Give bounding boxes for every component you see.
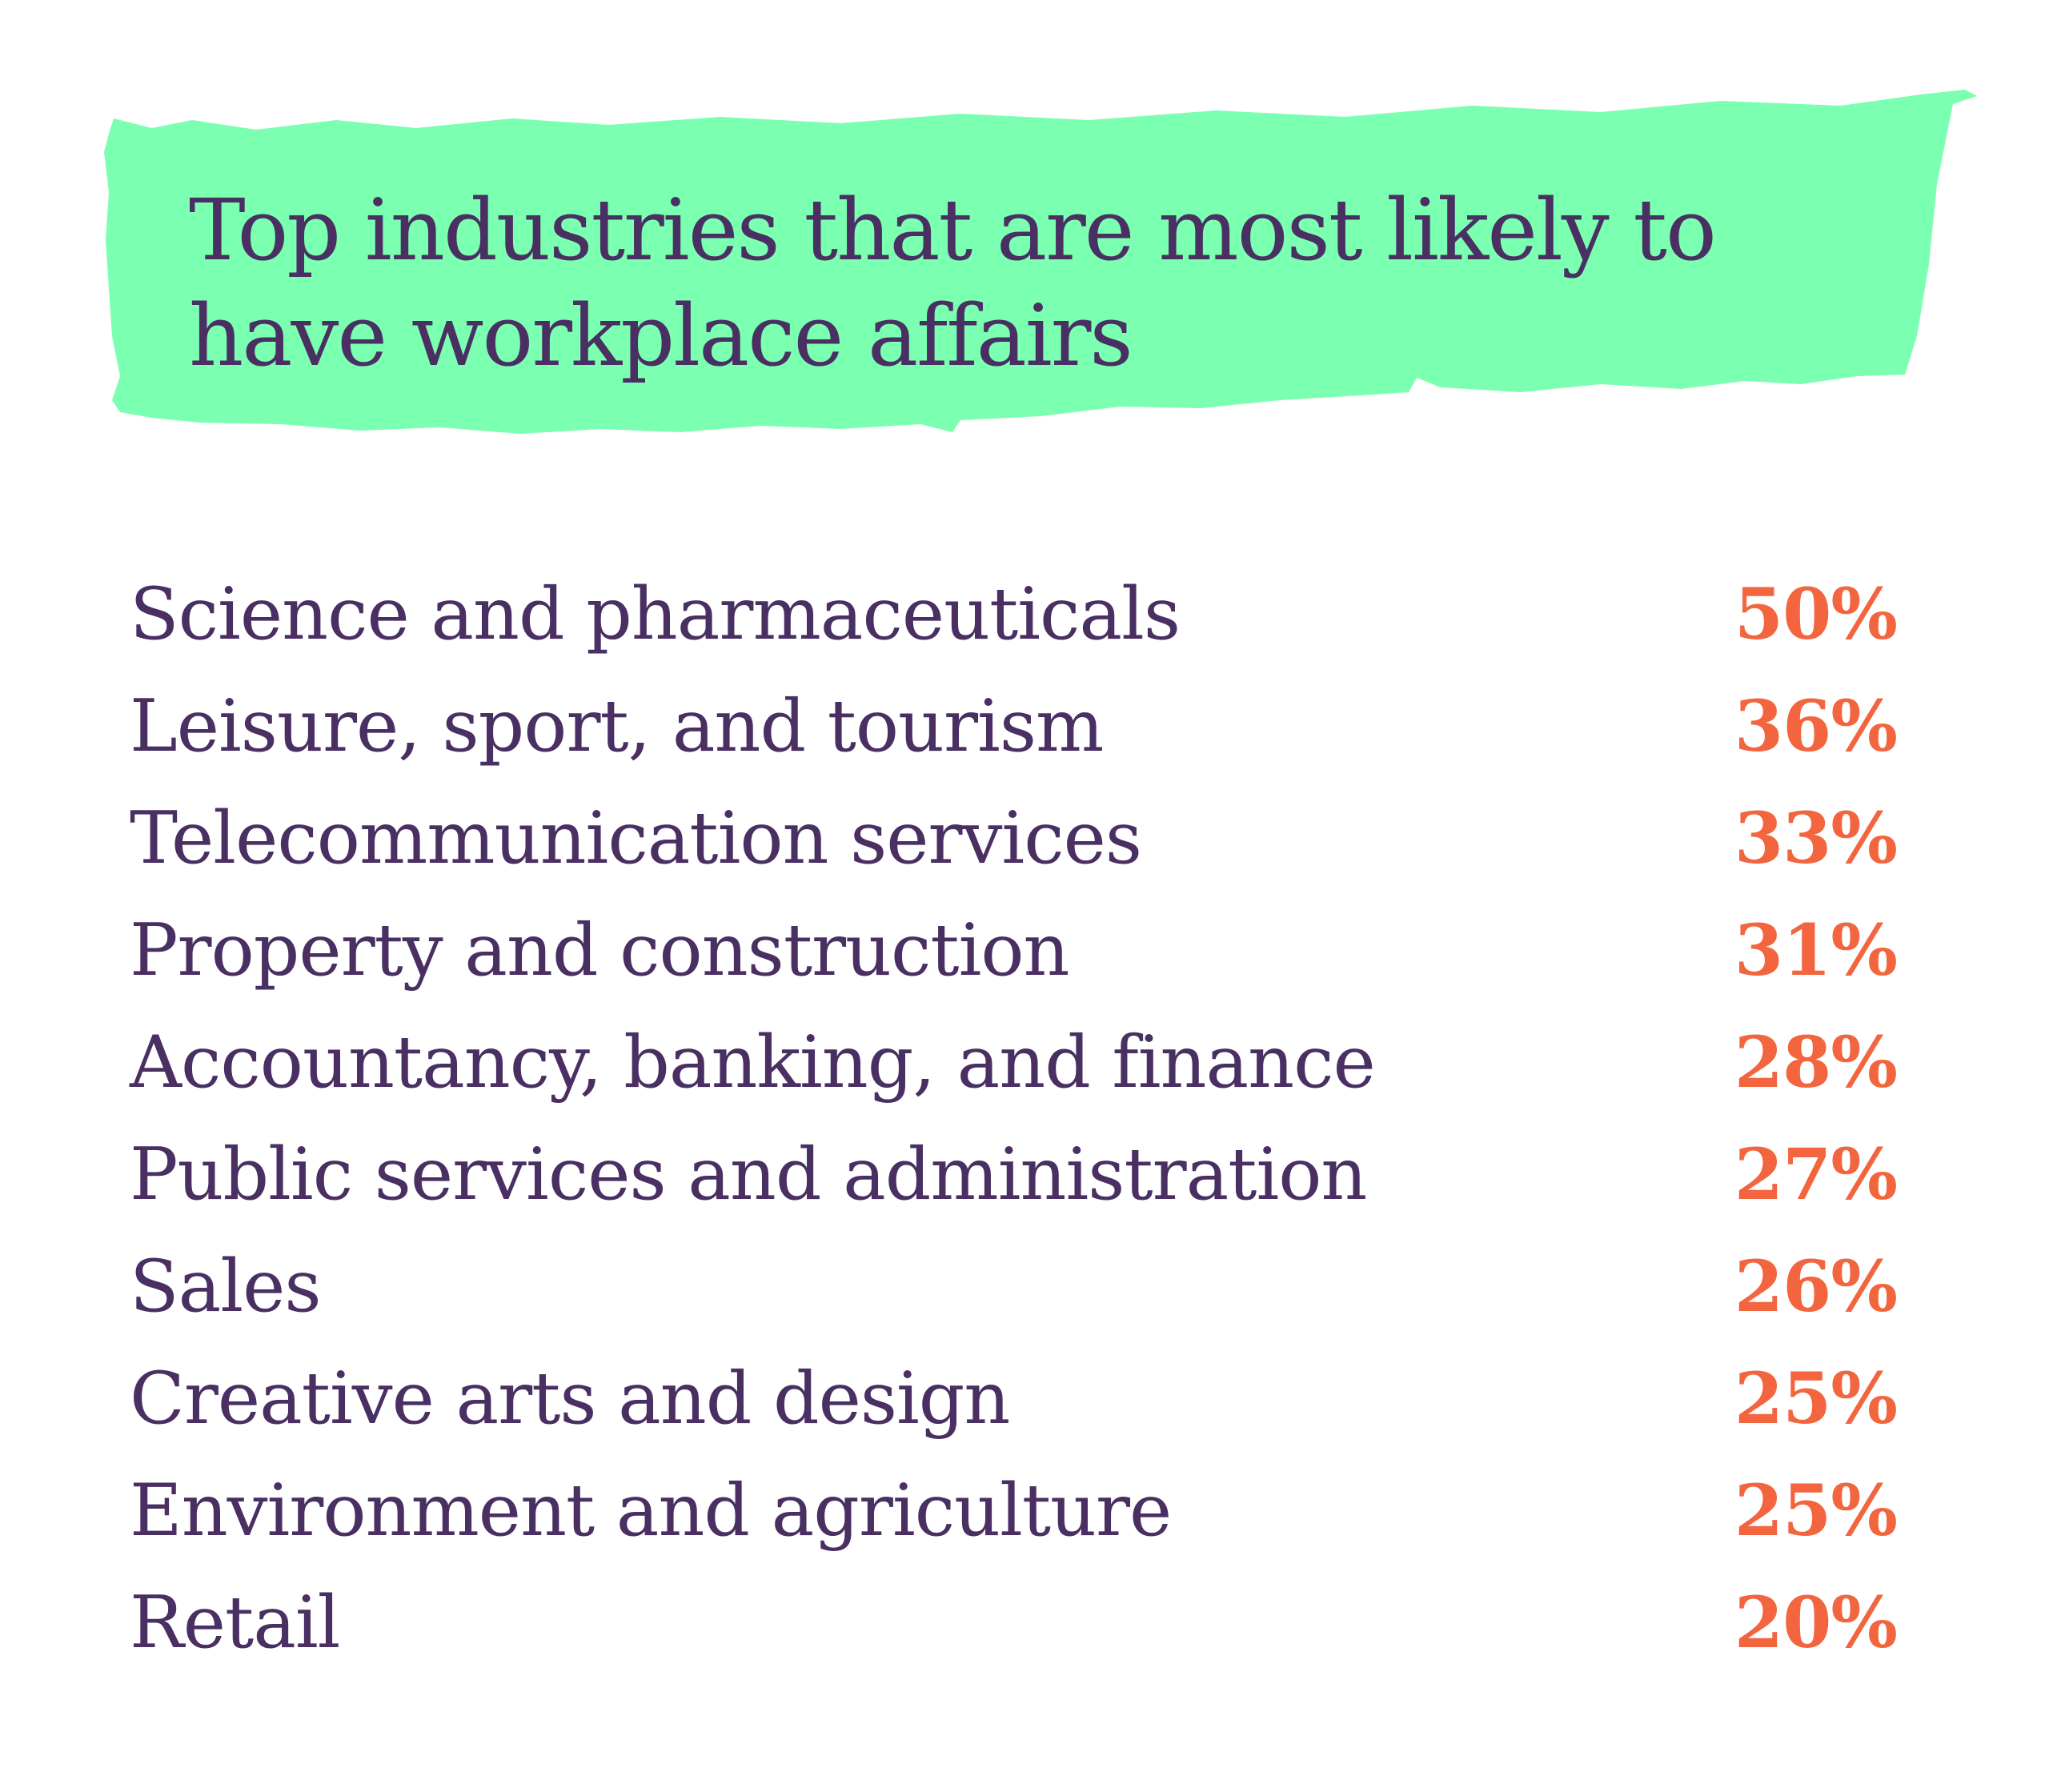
industry-label: Retail [130, 1580, 340, 1665]
chart-title: Top industries that are most likely to h… [189, 181, 1717, 385]
industry-row: Environment and agriculture 25% [130, 1454, 1898, 1566]
industry-label: Property and construction [130, 908, 1070, 992]
industry-list: Science and pharmaceuticals 50% Leisure, s… [130, 558, 1898, 1678]
industry-label: Creative arts and design [130, 1356, 1010, 1441]
industry-percentage: 50% [1734, 572, 1898, 655]
industry-row: Telecommunication services 33% [130, 782, 1898, 894]
industry-row: Public services and administration 27% [130, 1118, 1898, 1230]
industry-label: Environment and agriculture [130, 1468, 1172, 1553]
industry-row: Property and construction 31% [130, 894, 1898, 1006]
industry-row: Sales 26% [130, 1230, 1898, 1342]
industry-percentage: 33% [1734, 796, 1898, 880]
industry-percentage: 25% [1734, 1469, 1898, 1552]
industry-row: Accountancy, banking, and finance 28% [130, 1006, 1898, 1118]
industry-label: Science and pharmaceuticals [130, 571, 1181, 656]
industry-percentage: 31% [1734, 908, 1898, 992]
industry-percentage: 36% [1734, 684, 1898, 768]
industry-label: Sales [130, 1244, 322, 1329]
industry-label: Leisure, sport, and tourism [130, 684, 1104, 768]
industry-row: Science and pharmaceuticals 50% [130, 558, 1898, 670]
industry-percentage: 25% [1734, 1357, 1898, 1440]
industry-row: Creative arts and design 25% [130, 1342, 1898, 1454]
industry-percentage: 27% [1734, 1133, 1898, 1216]
industry-percentage: 20% [1734, 1581, 1898, 1664]
industry-label: Accountancy, banking, and finance [130, 1020, 1376, 1104]
industry-row: Retail 20% [130, 1566, 1898, 1678]
industry-row: Leisure, sport, and tourism 36% [130, 670, 1898, 782]
industry-percentage: 28% [1734, 1020, 1898, 1104]
industry-percentage: 26% [1734, 1245, 1898, 1328]
industry-label: Public services and administration [130, 1132, 1367, 1217]
industry-label: Telecommunication services [130, 796, 1142, 880]
